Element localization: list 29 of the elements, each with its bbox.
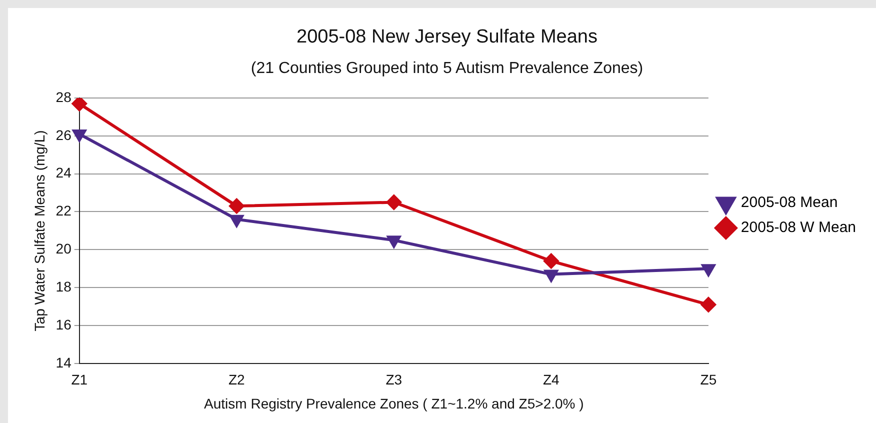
- y-tick-label: 28: [56, 88, 72, 105]
- point: [544, 270, 558, 282]
- y-tick-label: 26: [56, 126, 72, 143]
- point: [544, 254, 559, 269]
- x-tick-label: Z2: [228, 372, 246, 388]
- point: [386, 194, 402, 210]
- y-tick-label: 14: [56, 354, 72, 370]
- y-tick-label: 20: [56, 240, 72, 257]
- x-tick-label: Z4: [543, 372, 560, 388]
- x-tick-label: Z5: [700, 372, 717, 388]
- y-tick-label: 24: [56, 164, 72, 181]
- y-tick-label: 16: [56, 316, 72, 332]
- y-tick-label: 18: [56, 278, 72, 294]
- legend-label: 2005-08 W Mean: [740, 219, 856, 236]
- point: [387, 236, 401, 248]
- x-axis-title: Autism Registry Prevalence Zones ( Z1~1.2% and Z5>2.0% ): [204, 395, 584, 412]
- point: [229, 198, 244, 214]
- point: [72, 130, 86, 142]
- point: [702, 264, 716, 276]
- legend-label: 2005-08 Mean: [740, 194, 838, 212]
- x-tick-label: Z1: [71, 372, 88, 388]
- y-axis-title: Tap Water Sulfate Means (mg/L): [31, 130, 48, 332]
- point: [230, 214, 244, 227]
- y-tick-label: 22: [56, 202, 72, 219]
- x-tick-label: Z3: [386, 372, 402, 388]
- chart-subtitle: (21 Counties Grouped into 5 Autism Prevalence Zones): [250, 60, 644, 77]
- chart-title: 2005-08 New Jersey Sulfate Means: [296, 26, 598, 48]
- point: [72, 98, 87, 112]
- point: [700, 297, 716, 312]
